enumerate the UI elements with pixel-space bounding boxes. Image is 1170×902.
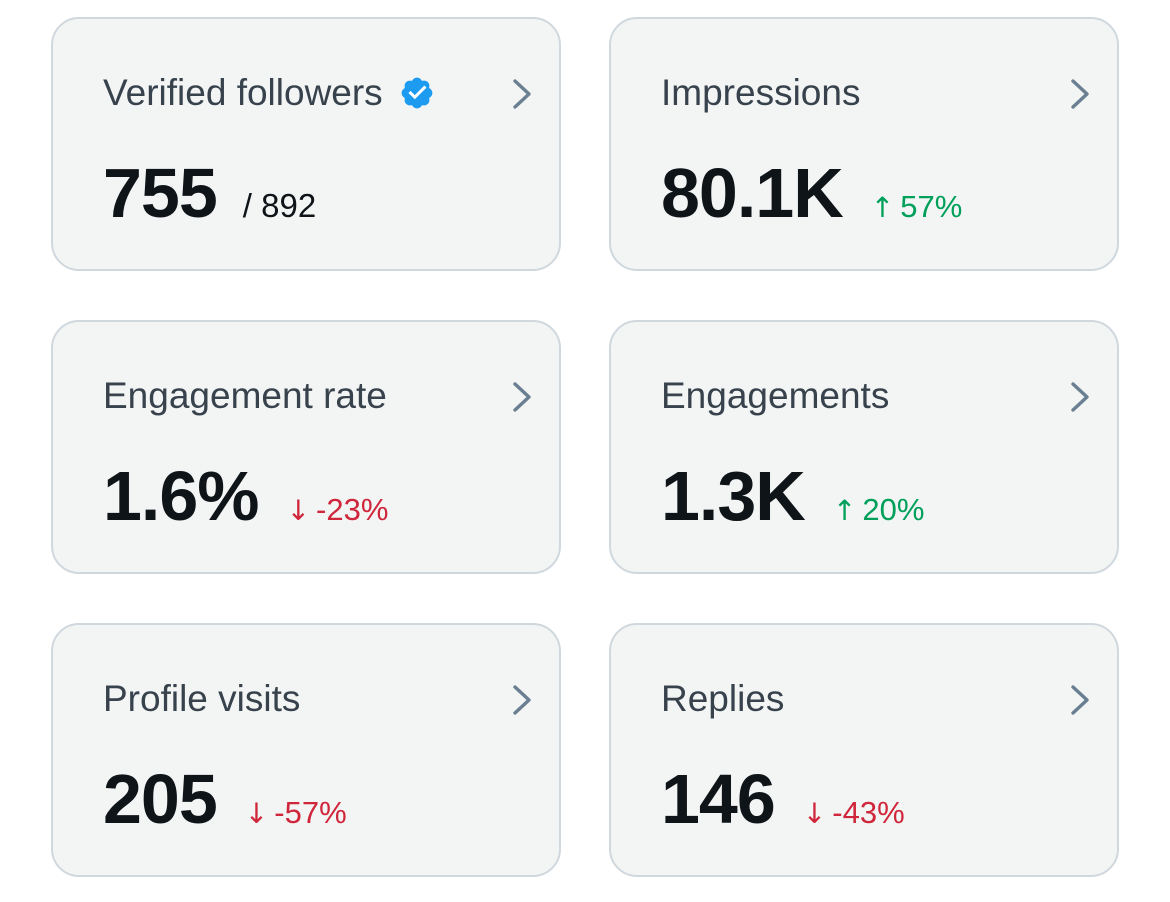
delta-badge: ↓ -57% bbox=[245, 795, 347, 831]
delta-text: 20% bbox=[862, 492, 925, 527]
card-title: Impressions bbox=[661, 71, 860, 115]
arrow-up-icon: ↑ bbox=[832, 494, 857, 527]
card-profile-visits[interactable]: Profile visits 205 ↓ -57% bbox=[51, 623, 561, 877]
card-impressions[interactable]: Impressions 80.1K ↑ 57% bbox=[609, 17, 1119, 271]
card-title: Verified followers bbox=[103, 71, 435, 115]
metric-value: 755 bbox=[103, 154, 218, 232]
card-title-label: Profile visits bbox=[103, 678, 301, 719]
metric-row: 1.6% ↓ -23% bbox=[103, 456, 388, 536]
arrow-down-icon: ↓ bbox=[802, 797, 827, 830]
delta-badge: ↓ -23% bbox=[287, 492, 389, 528]
verified-badge-icon bbox=[399, 75, 435, 111]
chevron-right-icon[interactable] bbox=[1067, 683, 1093, 717]
chevron-right-icon[interactable] bbox=[1067, 77, 1093, 111]
metric-value: 1.6% bbox=[103, 457, 260, 535]
card-title-label: Replies bbox=[661, 678, 785, 719]
metric-total: / 892 bbox=[242, 187, 317, 224]
arrow-down-icon: ↓ bbox=[244, 797, 269, 830]
delta-text: 57% bbox=[900, 189, 963, 224]
delta-badge: ↑ 57% bbox=[871, 189, 963, 225]
card-verified-followers[interactable]: Verified followers 755 / 892 bbox=[51, 17, 561, 271]
delta-text: -43% bbox=[832, 795, 905, 830]
card-engagements[interactable]: Engagements 1.3K ↑ 20% bbox=[609, 320, 1119, 574]
card-engagement-rate[interactable]: Engagement rate 1.6% ↓ -23% bbox=[51, 320, 561, 574]
delta-badge: ↑ 20% bbox=[833, 492, 925, 528]
chevron-right-icon[interactable] bbox=[1067, 380, 1093, 414]
card-title-label: Impressions bbox=[661, 72, 861, 113]
delta-text: -57% bbox=[274, 795, 347, 830]
metric-row: 755 / 892 bbox=[103, 153, 316, 233]
metric-value: 205 bbox=[103, 760, 218, 838]
metric-value: 146 bbox=[661, 760, 776, 838]
card-title: Profile visits bbox=[103, 677, 300, 721]
card-title: Replies bbox=[661, 677, 784, 721]
chevron-right-icon[interactable] bbox=[509, 380, 535, 414]
metric-value: 80.1K bbox=[661, 154, 844, 232]
metric-row: 80.1K ↑ 57% bbox=[661, 153, 962, 233]
delta-badge: ↓ -43% bbox=[803, 795, 905, 831]
chevron-right-icon[interactable] bbox=[509, 683, 535, 717]
card-title-label: Engagements bbox=[661, 375, 890, 416]
metric-value: 1.3K bbox=[661, 457, 806, 535]
metric-row: 1.3K ↑ 20% bbox=[661, 456, 924, 536]
metrics-grid: Verified followers 755 / 892 Impressions… bbox=[51, 17, 1119, 877]
card-replies[interactable]: Replies 146 ↓ -43% bbox=[609, 623, 1119, 877]
arrow-down-icon: ↓ bbox=[286, 494, 311, 527]
metric-row: 146 ↓ -43% bbox=[661, 759, 905, 839]
chevron-right-icon[interactable] bbox=[509, 77, 535, 111]
arrow-up-icon: ↑ bbox=[870, 191, 895, 224]
card-title-label: Engagement rate bbox=[103, 375, 387, 416]
delta-text: -23% bbox=[316, 492, 389, 527]
metric-row: 205 ↓ -57% bbox=[103, 759, 347, 839]
card-title: Engagements bbox=[661, 374, 889, 418]
card-title: Engagement rate bbox=[103, 374, 387, 418]
card-title-label: Verified followers bbox=[103, 72, 383, 113]
